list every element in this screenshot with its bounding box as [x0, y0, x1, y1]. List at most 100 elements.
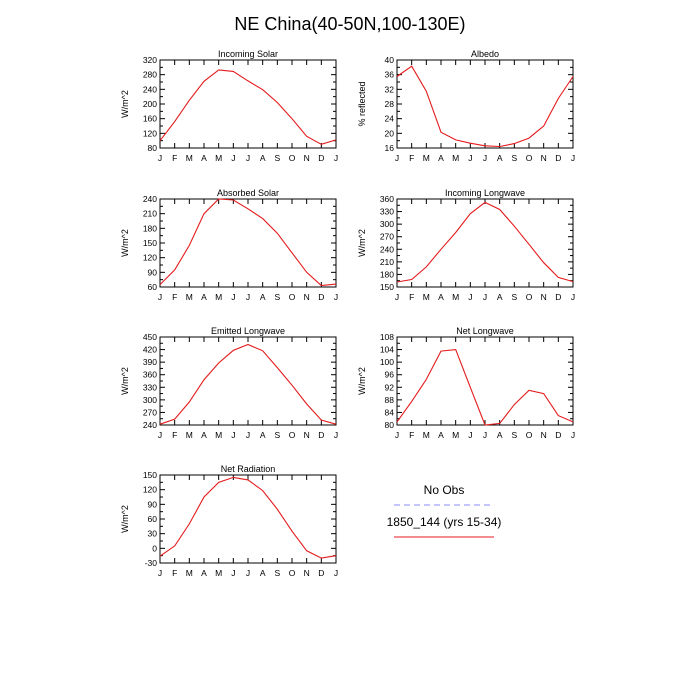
- x-tick-label: A: [260, 568, 266, 578]
- y-tick-label: 80: [148, 143, 158, 153]
- x-tick-label: N: [304, 568, 310, 578]
- x-tick-label: A: [201, 292, 207, 302]
- series-line: [159, 198, 337, 287]
- x-tick-label: M: [186, 153, 193, 163]
- x-tick-label: J: [483, 292, 487, 302]
- y-axis-label: W/m^2: [120, 505, 130, 533]
- x-tick-label: A: [438, 153, 444, 163]
- x-tick-label: D: [318, 153, 324, 163]
- x-tick-label: J: [334, 292, 338, 302]
- y-axis-label: W/m^2: [120, 367, 130, 395]
- x-tick-label: J: [246, 430, 250, 440]
- y-tick-label: 0: [152, 543, 157, 553]
- x-tick-label: D: [318, 430, 324, 440]
- y-tick-label: 210: [380, 257, 394, 267]
- panel-title: Net Radiation: [221, 464, 276, 474]
- series-line: [159, 69, 337, 145]
- panel-emitted-longwave: Emitted Longwave 240 270 300 330 360 390 420 450…: [120, 326, 338, 440]
- y-tick-label: 240: [143, 420, 157, 430]
- y-tick-label: 88: [385, 395, 395, 405]
- y-tick-label: 90: [148, 267, 158, 277]
- x-tick-label: N: [541, 292, 547, 302]
- y-tick-label: 24: [385, 114, 395, 124]
- y-tick-label: 330: [143, 382, 157, 392]
- x-tick-label: F: [172, 153, 177, 163]
- legend-obs-label: No Obs: [424, 483, 465, 497]
- x-tick-label: J: [334, 568, 338, 578]
- x-tick-label: F: [172, 292, 177, 302]
- y-tick-label: 150: [143, 470, 157, 480]
- x-tick-label: N: [304, 430, 310, 440]
- series-line: [159, 343, 337, 425]
- x-tick-label: A: [497, 153, 503, 163]
- x-tick-label: M: [186, 568, 193, 578]
- y-tick-label: 300: [143, 395, 157, 405]
- x-tick-label: A: [201, 430, 207, 440]
- x-tick-label: D: [555, 153, 561, 163]
- x-tick-label: O: [526, 292, 533, 302]
- legend: No Obs 1850_144 (yrs 15-34): [387, 483, 502, 538]
- y-tick-label: 36: [385, 70, 395, 80]
- y-tick-label: 100: [380, 357, 394, 367]
- plot-frame: [396, 59, 574, 149]
- x-tick-label: A: [260, 292, 266, 302]
- y-tick-label: 96: [385, 370, 395, 380]
- y-axis-label: W/m^2: [357, 229, 367, 257]
- x-tick-label: N: [541, 153, 547, 163]
- y-tick-label: 210: [143, 209, 157, 219]
- panel-title: Albedo: [471, 49, 499, 59]
- x-tick-label: O: [526, 430, 533, 440]
- x-tick-label: D: [555, 430, 561, 440]
- x-tick-label: J: [246, 292, 250, 302]
- y-tick-label: 90: [148, 499, 158, 509]
- panel-title: Net Longwave: [456, 326, 514, 336]
- x-tick-label: M: [423, 430, 430, 440]
- y-tick-label: 80: [385, 420, 395, 430]
- y-tick-label: 240: [143, 84, 157, 94]
- x-tick-label: J: [158, 568, 162, 578]
- plot-frame: [159, 336, 337, 426]
- x-tick-label: A: [438, 292, 444, 302]
- x-tick-label: J: [571, 153, 575, 163]
- y-tick-label: 60: [148, 514, 158, 524]
- x-tick-label: S: [274, 568, 280, 578]
- x-tick-label: J: [231, 568, 235, 578]
- plot-frame: [159, 198, 337, 288]
- x-tick-label: J: [483, 430, 487, 440]
- y-tick-label: 120: [143, 128, 157, 138]
- panel-title: Emitted Longwave: [211, 326, 285, 336]
- series-line: [159, 476, 337, 559]
- y-tick-label: 120: [143, 253, 157, 263]
- x-tick-label: J: [395, 430, 399, 440]
- x-tick-label: M: [452, 292, 459, 302]
- y-tick-label: 60: [148, 282, 158, 292]
- x-tick-label: J: [468, 292, 472, 302]
- x-tick-label: O: [526, 153, 533, 163]
- x-tick-label: F: [409, 292, 414, 302]
- x-tick-label: S: [274, 430, 280, 440]
- x-tick-label: J: [334, 153, 338, 163]
- y-tick-label: 150: [143, 238, 157, 248]
- panel-title: Incoming Longwave: [445, 188, 525, 198]
- y-tick-label: 450: [143, 332, 157, 342]
- y-tick-label: 92: [385, 382, 395, 392]
- plot-frame: [159, 474, 337, 564]
- x-tick-label: D: [318, 292, 324, 302]
- y-tick-label: 270: [380, 232, 394, 242]
- y-tick-label: 32: [385, 84, 395, 94]
- x-tick-label: J: [158, 292, 162, 302]
- panel-title: Incoming Solar: [218, 49, 278, 59]
- y-axis-label: W/m^2: [357, 367, 367, 395]
- x-tick-label: J: [246, 568, 250, 578]
- legend-model-label: 1850_144 (yrs 15-34): [387, 515, 502, 529]
- y-tick-label: 28: [385, 99, 395, 109]
- x-tick-label: D: [318, 568, 324, 578]
- x-tick-label: J: [571, 292, 575, 302]
- y-axis-label: W/m^2: [120, 229, 130, 257]
- y-tick-label: 108: [380, 332, 394, 342]
